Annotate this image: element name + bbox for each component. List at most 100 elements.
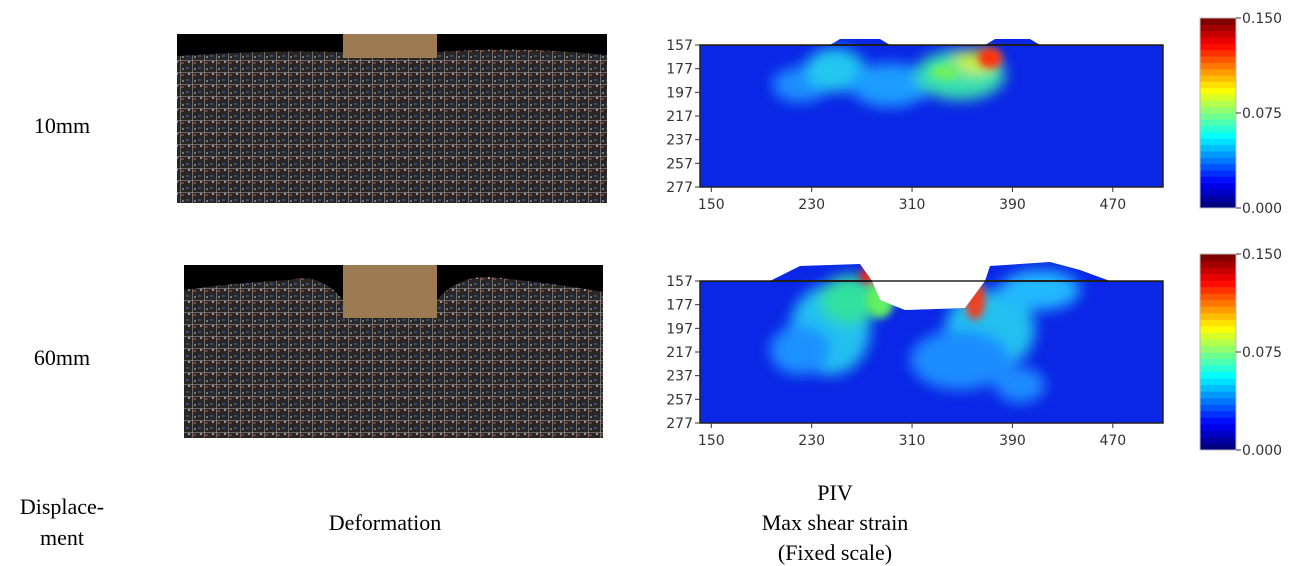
- y-tick-label: 217: [666, 109, 693, 125]
- colorbar-step: [1200, 18, 1236, 25]
- colorbar-step: [1200, 157, 1236, 165]
- colorbar-step: [1200, 189, 1236, 196]
- colorbar-step: [1200, 195, 1236, 203]
- photo-10mm: [177, 34, 607, 203]
- colorbar-step: [1200, 365, 1236, 373]
- column-label: Deformation: [329, 510, 441, 535]
- colorbar-step: [1200, 94, 1236, 101]
- y-tick-label: 177: [666, 298, 693, 314]
- column-label: Max shear strain: [762, 510, 909, 535]
- colorbar-step: [1200, 30, 1236, 38]
- row-label: 60mm: [34, 345, 90, 370]
- colorbar-step: [1200, 81, 1236, 89]
- colorbar-step: [1200, 332, 1236, 340]
- colorbar-tick-label: 0.150: [1242, 247, 1282, 263]
- colorbar-step: [1200, 371, 1236, 379]
- colorbar-step: [1200, 306, 1236, 314]
- y-tick-label: 197: [666, 321, 693, 337]
- colorbar-step: [1200, 286, 1236, 294]
- colorbar-step: [1200, 299, 1236, 307]
- colorbar-step: [1200, 436, 1236, 444]
- y-tick-label: 157: [666, 38, 693, 54]
- y-tick-label: 257: [666, 392, 693, 408]
- colorbar-tick-label: 0.150: [1242, 11, 1282, 27]
- x-tick-label: 390: [999, 197, 1026, 213]
- colorbar-step: [1200, 125, 1236, 133]
- y-tick-label: 277: [666, 180, 693, 196]
- colorbar-step: [1200, 352, 1236, 360]
- x-tick-label: 150: [698, 433, 725, 449]
- colorbar-step: [1200, 391, 1236, 399]
- colorbar-step: [1200, 37, 1236, 44]
- x-tick-label: 470: [1099, 197, 1126, 213]
- colorbar-step: [1200, 62, 1236, 70]
- x-tick-label: 230: [798, 433, 825, 449]
- colorbar-tick-label: 0.000: [1242, 443, 1282, 459]
- y-tick-label: 257: [666, 156, 693, 172]
- colorbar-step: [1200, 260, 1236, 268]
- column-label: (Fixed scale): [778, 540, 892, 565]
- colorbar-step: [1200, 201, 1236, 209]
- y-tick-label: 237: [666, 369, 693, 385]
- colorbar-step: [1200, 43, 1236, 51]
- heatmap-60mm: [700, 262, 1163, 423]
- y-tick-label: 237: [666, 133, 693, 149]
- colorbar-step: [1200, 49, 1236, 57]
- colorbar-step: [1200, 417, 1236, 425]
- colorbar-step: [1200, 119, 1236, 127]
- colorbar-step: [1200, 410, 1236, 418]
- colorbar-step: [1200, 319, 1236, 327]
- colorbar-step: [1200, 144, 1236, 152]
- colorbar-step: [1200, 24, 1236, 32]
- colorbar-step: [1200, 113, 1236, 120]
- colorbar-step: [1200, 404, 1236, 412]
- colorbar-step: [1200, 100, 1236, 108]
- colorbar-step: [1200, 138, 1236, 146]
- colorbar-tick-label: 0.000: [1242, 201, 1282, 217]
- colorbar-step: [1200, 87, 1236, 95]
- colorbar-step: [1200, 345, 1236, 353]
- colorbar-step: [1200, 163, 1236, 171]
- x-tick-label: 310: [899, 433, 926, 449]
- y-tick-label: 217: [666, 345, 693, 361]
- column-label: Displace-: [20, 494, 104, 519]
- colorbar-step: [1200, 280, 1236, 288]
- colorbar-tick-label: 0.075: [1242, 345, 1282, 361]
- colorbar-step: [1200, 170, 1236, 177]
- colorbar-step: [1200, 106, 1236, 114]
- colorbar-step: [1200, 384, 1236, 392]
- x-tick-label: 230: [798, 197, 825, 213]
- colorbar-step: [1200, 273, 1236, 281]
- x-tick-label: 390: [999, 433, 1026, 449]
- colorbar-step: [1200, 358, 1236, 366]
- colorbar-step: [1200, 176, 1236, 184]
- colorbar-step: [1200, 267, 1236, 275]
- y-tick-label: 157: [666, 274, 693, 290]
- colorbar-step: [1200, 132, 1236, 139]
- colorbar-step: [1200, 182, 1236, 190]
- x-tick-label: 150: [698, 197, 725, 213]
- column-label: ment: [40, 525, 84, 550]
- y-tick-label: 197: [666, 85, 693, 101]
- row-label: 10mm: [34, 113, 90, 138]
- colorbar-step: [1200, 293, 1236, 301]
- photo-60mm: [184, 265, 603, 438]
- colorbar-step: [1200, 430, 1236, 438]
- y-tick-label: 177: [666, 62, 693, 78]
- colorbar-step: [1200, 254, 1236, 262]
- column-label: PIV: [817, 480, 853, 505]
- colorbar-step: [1200, 443, 1236, 451]
- colorbar-step: [1200, 151, 1236, 158]
- colorbar-step: [1200, 75, 1236, 82]
- colorbar-step: [1200, 378, 1236, 386]
- colorbar-step: [1200, 68, 1236, 76]
- colorbar-step: [1200, 325, 1236, 333]
- heatmap-10mm: [700, 39, 1163, 187]
- colorbar-step: [1200, 423, 1236, 431]
- colorbar-step: [1200, 338, 1236, 346]
- colorbar-step: [1200, 312, 1236, 320]
- y-tick-label: 277: [666, 416, 693, 432]
- colorbar-tick-label: 0.075: [1242, 106, 1282, 122]
- x-tick-label: 310: [899, 197, 926, 213]
